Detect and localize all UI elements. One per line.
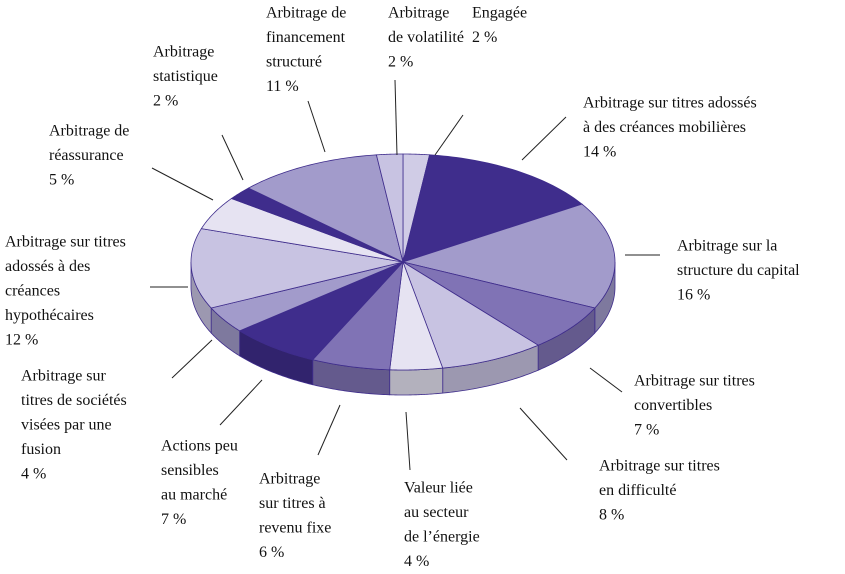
- slice-label: Arbitrage sur: [21, 368, 107, 385]
- leader-line: [521, 116, 567, 161]
- leader-line: [589, 367, 623, 393]
- leader-line: [405, 411, 411, 471]
- leader-line: [394, 79, 398, 156]
- slice-label: Actions peu: [161, 438, 238, 455]
- pie-slice: [190, 228, 404, 309]
- slice-value-label: 11 %: [266, 78, 299, 95]
- slice-value-label: 4 %: [21, 466, 46, 483]
- slice-label: de l’énergie: [404, 529, 480, 546]
- pie-slice: [200, 198, 404, 263]
- slice-label: Arbitrage de: [49, 123, 129, 140]
- leader-line: [219, 379, 263, 426]
- slice-label: Arbitrage: [259, 471, 320, 488]
- slice-value-label: 2 %: [153, 93, 178, 110]
- pie-slice: [238, 261, 404, 361]
- pie-slice: [375, 153, 404, 263]
- slice-value-label: 4 %: [404, 553, 429, 570]
- leader-line: [434, 114, 464, 156]
- slice-value-label: 8 %: [599, 507, 624, 524]
- slice-label: créances: [5, 283, 60, 300]
- slice-label: visées par une: [21, 417, 112, 434]
- pie-slice: [311, 260, 404, 371]
- slice-label: convertibles: [634, 397, 712, 414]
- slice-label: à des créances mobilières: [583, 119, 746, 136]
- slice-label: au marché: [161, 487, 227, 504]
- slice-value-label: 12 %: [5, 332, 38, 349]
- slice-label: revenu fixe: [259, 520, 331, 537]
- leader-line: [171, 339, 213, 379]
- slice-label: Arbitrage sur titres: [634, 373, 755, 390]
- slice-label: hypothécaires: [5, 307, 94, 324]
- leader-line: [221, 134, 244, 181]
- slice-value-label: 2 %: [472, 29, 497, 46]
- pie-slice: [247, 154, 404, 263]
- slice-value-label: 5 %: [49, 172, 74, 189]
- pie-slice: [210, 261, 404, 332]
- slice-label: Arbitrage de: [266, 5, 346, 22]
- slice-label: structure du capital: [677, 262, 800, 279]
- slice-label: Arbitrage sur titres adossés: [583, 95, 757, 112]
- slice-label: Arbitrage sur titres: [599, 458, 720, 475]
- pie-slice: [389, 261, 444, 371]
- slice-label: sensibles: [161, 462, 219, 479]
- slice-value-label: 7 %: [161, 511, 186, 528]
- slice-value-label: 7 %: [634, 422, 659, 439]
- slice-label: Arbitrage: [388, 5, 449, 22]
- leader-line: [151, 167, 214, 201]
- slice-value-label: 6 %: [259, 544, 284, 561]
- slice-label: financement: [266, 29, 346, 46]
- pie-slice: [401, 203, 616, 309]
- pie-side: [389, 367, 444, 396]
- slice-label: Engagée: [472, 5, 527, 22]
- slice-label: de volatilité: [388, 29, 464, 46]
- slice-label: structuré: [266, 54, 322, 71]
- slice-label: Arbitrage: [153, 44, 214, 61]
- pie-slice: [402, 261, 596, 346]
- slice-label: au secteur: [404, 504, 469, 521]
- slice-label: Arbitrage sur titres: [5, 234, 126, 251]
- leader-line: [519, 407, 568, 461]
- slice-value-label: 14 %: [583, 144, 616, 161]
- slice-label: sur titres à: [259, 495, 326, 512]
- pie-slice: [230, 187, 404, 263]
- slice-label: titres de sociétés: [21, 392, 127, 409]
- slice-label: réassurance: [49, 147, 124, 164]
- slice-label: en difficulté: [599, 482, 676, 499]
- slice-value-label: 16 %: [677, 287, 710, 304]
- pie-slice: [402, 261, 540, 369]
- slice-value-label: 2 %: [388, 54, 413, 71]
- leader-line: [307, 100, 326, 153]
- slice-label: fusion: [21, 441, 61, 458]
- slice-label: Valeur liée: [404, 480, 473, 497]
- leader-line: [317, 404, 341, 456]
- slice-label: statistique: [153, 68, 218, 85]
- pie-slice: [402, 154, 583, 263]
- slice-label: Arbitrage sur la: [677, 238, 777, 255]
- slice-label: adossés à des: [5, 258, 90, 275]
